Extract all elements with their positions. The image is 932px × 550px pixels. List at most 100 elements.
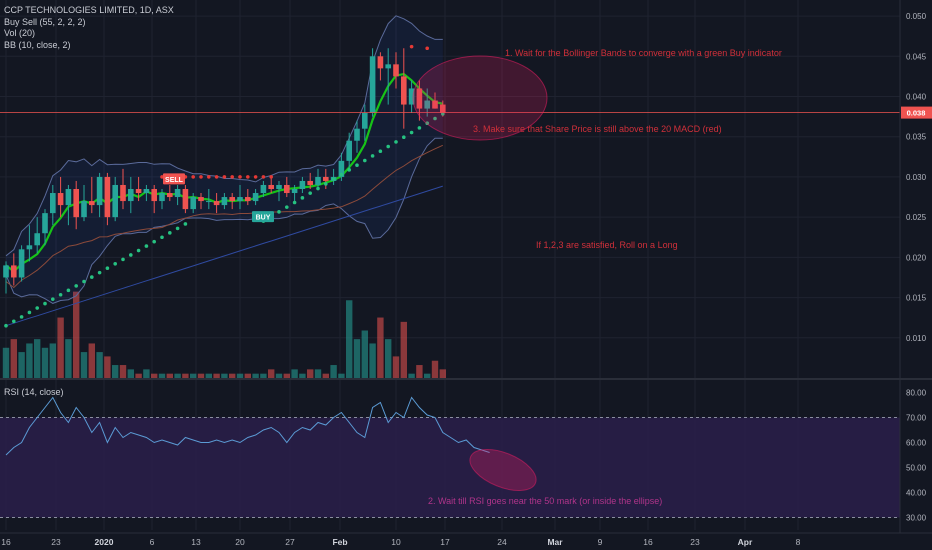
bollinger-ellipse bbox=[412, 55, 548, 141]
volume-bar bbox=[338, 373, 345, 378]
sell-dot bbox=[222, 175, 227, 179]
volume-bar bbox=[34, 339, 41, 378]
volume-bar bbox=[135, 373, 142, 378]
buy-dot bbox=[386, 144, 391, 149]
candle-body bbox=[307, 180, 313, 185]
buy-dot bbox=[363, 158, 367, 163]
legend-indicator-bb: BB (10, close, 2) bbox=[4, 39, 71, 50]
candle-body bbox=[377, 56, 384, 69]
y-tick-label: 0.015 bbox=[906, 294, 927, 303]
candle-body bbox=[96, 176, 103, 206]
candle-body bbox=[120, 184, 126, 202]
volume-bar bbox=[346, 300, 353, 378]
x-tick-label: 24 bbox=[497, 537, 507, 547]
volume-bar bbox=[88, 343, 95, 378]
volume-bar bbox=[65, 339, 72, 378]
volume-bar bbox=[112, 365, 119, 378]
volume-bar bbox=[205, 373, 212, 378]
x-tick-label: 6 bbox=[150, 537, 155, 547]
volume-bar bbox=[283, 373, 290, 378]
signal-badge bbox=[163, 173, 185, 185]
buy-dot bbox=[394, 140, 398, 144]
buy-dot bbox=[292, 200, 297, 205]
sell-dot bbox=[230, 175, 234, 179]
volume-bar bbox=[127, 369, 134, 378]
volume-bar bbox=[299, 373, 306, 378]
buy-dot bbox=[433, 116, 437, 121]
x-tick-label: Apr bbox=[738, 537, 753, 547]
candle-body bbox=[323, 176, 329, 181]
buy-dot bbox=[339, 172, 344, 177]
volume-bar bbox=[244, 373, 251, 378]
candle-body bbox=[50, 193, 56, 214]
sell-dot bbox=[199, 175, 203, 179]
buy-dot bbox=[402, 135, 406, 140]
buy-dot bbox=[129, 253, 133, 257]
buy-dot bbox=[136, 248, 141, 253]
x-tick-label: 13 bbox=[191, 537, 201, 547]
candle-body bbox=[65, 189, 72, 206]
buy-dot bbox=[90, 275, 94, 279]
sell-dot bbox=[269, 175, 274, 179]
legend-title: CCP TECHNOLOGIES LIMITED, 1D, ASX bbox=[4, 5, 174, 15]
candle-body bbox=[276, 184, 282, 189]
volume-bar bbox=[377, 317, 384, 378]
candle-body bbox=[260, 184, 267, 194]
buy-dot bbox=[58, 292, 63, 297]
x-tick-label: 2020 bbox=[95, 537, 114, 547]
candle-body bbox=[167, 193, 173, 198]
sell-dot bbox=[207, 175, 211, 179]
volume-bar bbox=[18, 352, 25, 378]
candle-body bbox=[221, 197, 228, 206]
x-tick-label: 9 bbox=[598, 537, 603, 547]
buy-dot bbox=[51, 297, 55, 301]
x-tick-label: 23 bbox=[690, 537, 700, 547]
volume-bars bbox=[2, 291, 446, 378]
buy-dot bbox=[66, 288, 71, 293]
candle-body bbox=[174, 189, 181, 198]
buy-dot bbox=[183, 222, 188, 226]
buy-dot bbox=[277, 210, 281, 214]
annotation-conclusion: If 1,2,3 are satisfied, Roll on a Long bbox=[536, 240, 678, 250]
buy-dot bbox=[355, 163, 359, 167]
candle-body bbox=[354, 128, 360, 141]
candle-body bbox=[26, 245, 33, 250]
x-tick-label: 20 bbox=[235, 537, 245, 547]
candle-body bbox=[401, 76, 407, 105]
candle-body bbox=[104, 176, 111, 218]
candle-body bbox=[190, 197, 196, 210]
candle-body bbox=[159, 193, 165, 202]
volume-bar bbox=[369, 343, 376, 378]
rsi-y-tick-label: 40.00 bbox=[906, 489, 927, 498]
legend-indicator-volume: Vol (20) bbox=[4, 28, 36, 38]
buy-dot bbox=[168, 231, 172, 235]
sell-dot bbox=[191, 175, 195, 179]
bollinger-lower bbox=[5, 137, 443, 304]
buy-dot bbox=[409, 130, 414, 135]
buy-dot bbox=[144, 244, 149, 248]
x-tick-label: Feb bbox=[332, 537, 347, 547]
sell-dot bbox=[253, 175, 258, 179]
rsi-band-fill bbox=[0, 417, 900, 518]
volume-bar bbox=[57, 317, 64, 378]
candle-body bbox=[34, 233, 40, 246]
annotation-step-3: 3. Make sure that Share Price is still a… bbox=[473, 124, 722, 134]
rsi-ellipse bbox=[469, 448, 537, 492]
annotation-step-1: 1. Wait for the Bollinger Bands to conve… bbox=[505, 48, 782, 58]
volume-bar bbox=[392, 356, 400, 378]
candle-body bbox=[424, 100, 430, 109]
buy-dot bbox=[12, 319, 16, 324]
sell-dot bbox=[160, 175, 164, 179]
buy-dot bbox=[347, 168, 352, 172]
volume-bar bbox=[151, 373, 158, 378]
buy-dot bbox=[370, 154, 375, 158]
rsi-series bbox=[5, 396, 490, 456]
y-tick-label: 0.020 bbox=[906, 253, 927, 262]
sell-dot bbox=[409, 44, 414, 49]
candle-body bbox=[291, 189, 298, 194]
volume-bar bbox=[80, 352, 88, 378]
volume-bar bbox=[268, 369, 275, 378]
candle-body bbox=[338, 160, 345, 177]
